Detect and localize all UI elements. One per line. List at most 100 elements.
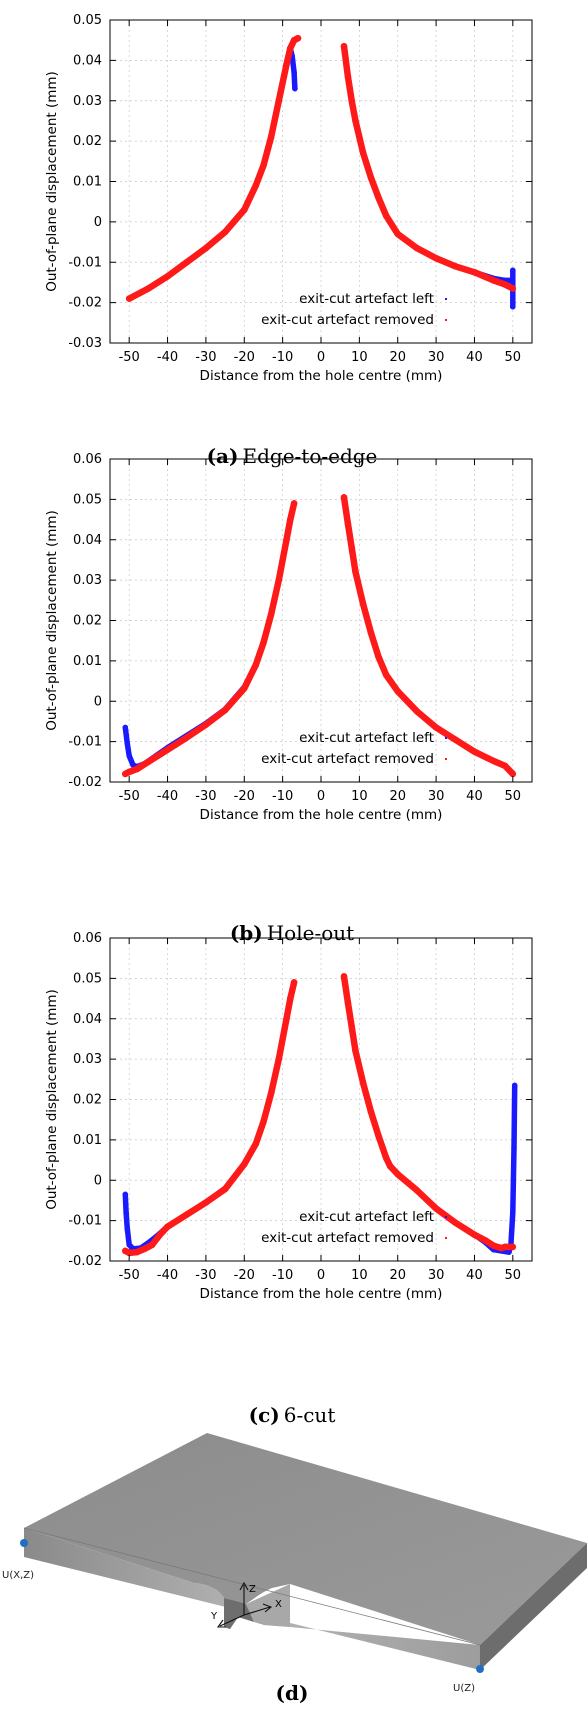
x-tick-label: -40 xyxy=(157,350,178,365)
data-point xyxy=(501,1243,509,1251)
x-tick-label: 10 xyxy=(351,1268,368,1283)
y-tick-label: -0.01 xyxy=(68,1214,102,1229)
data-point xyxy=(352,568,359,576)
data-point xyxy=(382,671,390,679)
data-point xyxy=(145,285,152,292)
data-point xyxy=(359,1080,367,1087)
x-tick-label: -30 xyxy=(195,1268,216,1283)
axis-x-label: X xyxy=(275,1599,282,1610)
data-point xyxy=(183,1211,190,1218)
data-point xyxy=(348,97,355,105)
series-line-artefact-removed xyxy=(122,979,298,1257)
y-tick-label: 0.05 xyxy=(73,971,102,986)
data-point xyxy=(382,212,390,220)
data-point xyxy=(348,544,355,552)
data-point xyxy=(471,1231,478,1239)
data-point xyxy=(275,576,283,584)
data-point xyxy=(156,1231,164,1239)
series-line-artefact-removed xyxy=(122,500,298,778)
plate-top-face xyxy=(24,1433,587,1645)
data-point xyxy=(267,133,275,141)
data-point xyxy=(283,61,290,68)
label-uxz: U(X,Z) xyxy=(2,1570,34,1581)
y-tick-label: 0.04 xyxy=(73,53,102,68)
legend-swatch xyxy=(445,758,447,760)
y-tick-label: 0.03 xyxy=(73,94,102,109)
y-tick-label: 0.03 xyxy=(73,573,102,588)
y-tick-label: 0.03 xyxy=(73,1052,102,1067)
x-tick-label: 50 xyxy=(505,1268,522,1283)
data-point xyxy=(510,303,516,310)
x-tick-label: 10 xyxy=(351,789,368,804)
data-point xyxy=(352,1047,359,1055)
x-axis-arrow xyxy=(243,1606,271,1616)
y-tick-label: 0.01 xyxy=(73,1133,102,1148)
data-point xyxy=(241,685,248,692)
data-point xyxy=(413,708,421,715)
data-point xyxy=(125,1249,133,1257)
data-point xyxy=(413,1187,421,1194)
legend-swatch xyxy=(445,1216,447,1218)
caption-c: (c) 6-cut xyxy=(249,1403,336,1427)
data-point xyxy=(375,653,382,661)
axis-z-label: Z xyxy=(249,1584,256,1595)
data-point xyxy=(126,1242,132,1248)
y-tick-label: 0.01 xyxy=(73,175,102,190)
data-point xyxy=(482,1237,490,1245)
data-point xyxy=(275,97,283,105)
data-point xyxy=(432,254,440,262)
data-point xyxy=(221,228,229,236)
x-axis-label: Distance from the hole centre (mm) xyxy=(200,368,443,384)
legend-label: exit-cut artefact removed xyxy=(261,751,434,767)
y-tick-label: -0.01 xyxy=(68,735,102,750)
chart-panel-a: -50 -40 -30 -20 -10 0 10 20 30 40 50 -0.03 -0.02 -0.0… xyxy=(44,13,533,384)
x-tick-label: -30 xyxy=(195,789,216,804)
data-point xyxy=(124,1225,131,1232)
y-tick-label: 0.06 xyxy=(73,452,102,467)
data-point xyxy=(252,182,260,189)
series-line-artefact-left xyxy=(126,45,298,302)
data-point xyxy=(386,1162,394,1170)
data-point xyxy=(221,1185,229,1193)
x-tick-label: -40 xyxy=(157,789,178,804)
data-point xyxy=(202,1199,210,1206)
data-point xyxy=(340,973,348,980)
data-point xyxy=(124,740,131,747)
data-point xyxy=(287,995,294,1002)
data-point xyxy=(509,770,517,778)
y-tick-label: 0.04 xyxy=(73,533,102,548)
y-tick-label: 0.02 xyxy=(73,614,102,629)
data-point xyxy=(394,230,401,238)
series-line-artefact-removed xyxy=(340,494,517,778)
data-point xyxy=(471,748,478,755)
data-point xyxy=(359,149,367,157)
data-point xyxy=(275,1055,283,1063)
x-tick-label: -50 xyxy=(119,789,140,804)
data-point xyxy=(164,273,171,280)
x-tick-label: -20 xyxy=(234,789,255,804)
y-tick-label: 0.06 xyxy=(73,931,102,946)
legend-swatch xyxy=(445,1237,447,1239)
y-axis-label: Out-of-plane displacement (mm) xyxy=(44,71,60,292)
legend-label: exit-cut artefact removed xyxy=(261,312,434,328)
right-boundary-marker xyxy=(476,1665,484,1673)
data-point xyxy=(344,520,352,527)
data-point xyxy=(501,762,509,770)
data-point xyxy=(252,1140,260,1148)
y-tick-label: -0.02 xyxy=(68,296,102,311)
y-tick-label: 0.02 xyxy=(73,1093,102,1108)
x-tick-label: -50 xyxy=(119,1268,140,1283)
data-point xyxy=(432,724,440,731)
y-axis-arrow xyxy=(219,1614,245,1627)
data-point xyxy=(348,1023,355,1031)
data-point xyxy=(452,1219,459,1226)
data-point xyxy=(267,611,275,618)
data-point xyxy=(125,768,133,776)
data-point xyxy=(359,601,367,608)
y-tick-label: 0.04 xyxy=(73,1012,102,1027)
x-tick-label: -40 xyxy=(157,1268,178,1283)
data-point xyxy=(164,746,171,753)
x-tick-label: 30 xyxy=(428,350,445,365)
data-point xyxy=(375,1132,382,1140)
